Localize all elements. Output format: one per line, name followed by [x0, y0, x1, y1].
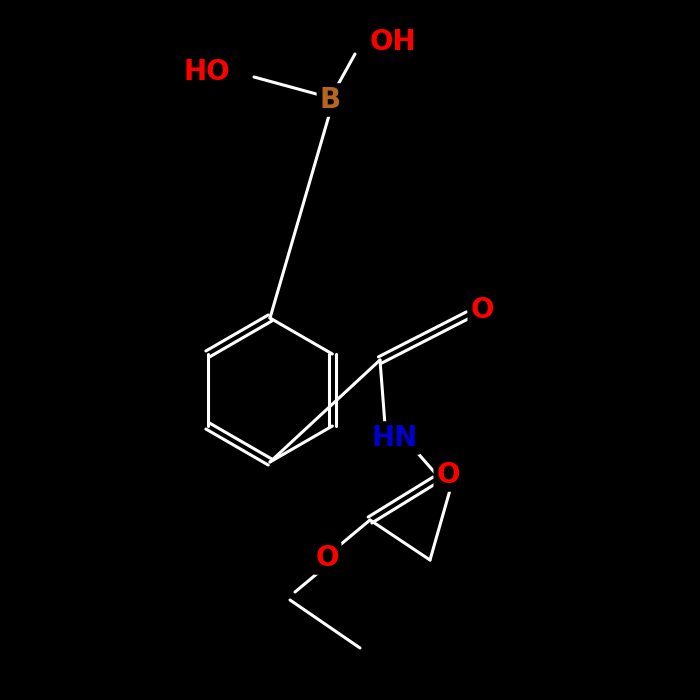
Text: HO: HO: [183, 58, 230, 86]
Text: O: O: [470, 296, 494, 324]
Text: O: O: [436, 461, 460, 489]
Text: OH: OH: [370, 28, 416, 56]
Text: HN: HN: [372, 424, 418, 452]
Text: O: O: [315, 544, 339, 572]
Text: B: B: [319, 86, 341, 114]
